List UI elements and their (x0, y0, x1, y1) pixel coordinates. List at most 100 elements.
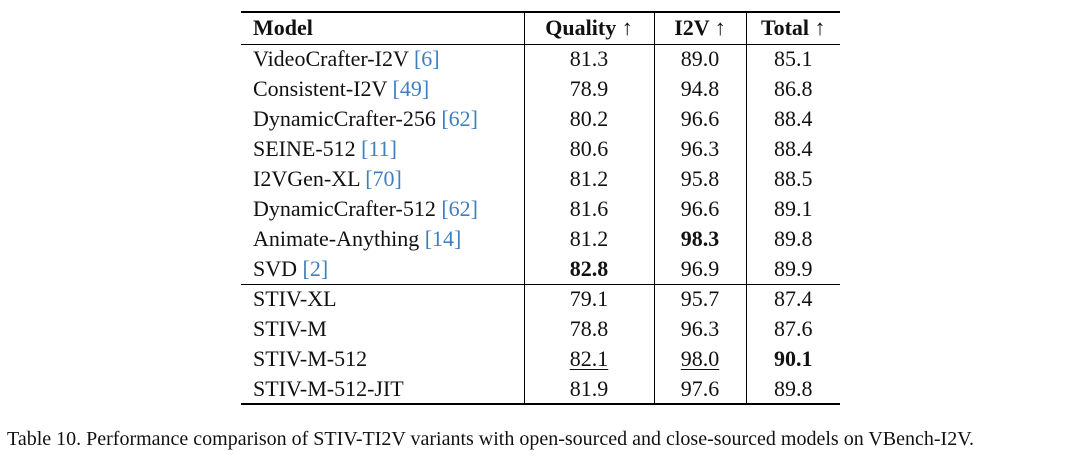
model-cell: VideoCrafter-I2V [6] (241, 44, 524, 74)
model-cell: Consistent-I2V [49] (241, 74, 524, 104)
quality-score: 79.1 (523, 284, 654, 314)
quality-score: 81.6 (523, 194, 654, 224)
quality-value: 81.9 (569, 375, 609, 401)
quality-score: 81.2 (523, 224, 654, 254)
model-name: DynamicCrafter-256 (253, 106, 436, 131)
quality-score: 81.2 (523, 164, 654, 194)
model-name: STIV-M-512-JIT (253, 375, 404, 401)
i2v-value: 97.6 (680, 375, 720, 401)
total-value: 87.4 (774, 286, 813, 312)
model-name: STIV-M-512 (253, 346, 368, 371)
citation-link[interactable]: [2] (302, 255, 329, 281)
i2v-score: 96.3 (653, 314, 746, 344)
table-row: STIV-M-512-JIT 81.9 97.6 89.8 (241, 374, 840, 404)
citation-link[interactable]: [6] (413, 46, 440, 72)
model-name: STIV-M (253, 316, 327, 341)
model-cell: SVD [2] (241, 254, 524, 284)
table-row: DynamicCrafter-256 [62] 80.2 96.6 88.4 (241, 104, 840, 134)
model-cell: Animate-Anything [14] (241, 224, 524, 254)
citation-link[interactable]: [62] (441, 196, 478, 221)
i2v-score: 98.3 (653, 224, 746, 254)
header-i2v: I2V ↑ (653, 12, 746, 44)
quality-value: 80.6 (569, 136, 609, 161)
citation-link[interactable]: [62] (441, 106, 478, 131)
model-name: I2VGen-XL (253, 166, 360, 191)
total-value: 89.9 (774, 255, 813, 281)
total-score: 89.1 (745, 194, 840, 224)
total-value: 85.1 (774, 46, 813, 72)
quality-value: 79.1 (569, 286, 609, 312)
model-name: STIV-XL (253, 286, 337, 312)
citation-link[interactable]: [70] (365, 166, 402, 191)
citation-link[interactable]: [14] (424, 226, 462, 251)
table-row: STIV-XL 79.1 95.7 87.4 (241, 284, 840, 314)
citation-link[interactable]: [49] (392, 76, 430, 101)
table-row: SEINE-512 [11] 80.6 96.3 88.4 (241, 134, 840, 164)
i2v-value: 95.7 (680, 286, 720, 312)
comparison-table: Model Quality ↑ I2V ↑ Total ↑ VideoCraft… (241, 11, 840, 405)
model-name: DynamicCrafter-512 (253, 196, 436, 221)
i2v-value: 94.8 (680, 76, 720, 101)
total-value: 89.1 (774, 196, 813, 221)
total-value: 88.5 (774, 166, 813, 191)
i2v-value: 95.8 (680, 166, 720, 191)
table-caption: Table 10. Performance comparison of STIV… (7, 428, 975, 450)
model-name: SEINE-512 (253, 136, 356, 161)
header-model: Model (253, 15, 313, 41)
table-row: SVD [2] 82.8 96.9 89.9 (241, 254, 840, 284)
quality-value: 82.1 (569, 346, 609, 371)
quality-value: 81.2 (569, 226, 609, 251)
total-score: 90.1 (745, 344, 840, 374)
i2v-score: 96.6 (653, 104, 746, 134)
i2v-score: 94.8 (653, 74, 746, 104)
i2v-value: 96.6 (680, 106, 720, 131)
total-score: 88.4 (745, 134, 840, 164)
table-row: Animate-Anything [14] 81.2 98.3 89.8 (241, 224, 840, 254)
quality-value: 80.2 (569, 106, 609, 131)
model-cell: I2VGen-XL [70] (241, 164, 524, 194)
quality-score: 81.9 (523, 374, 654, 404)
quality-score: 78.8 (523, 314, 654, 344)
i2v-score: 96.3 (653, 134, 746, 164)
total-score: 89.9 (745, 254, 840, 284)
table-row: I2VGen-XL [70] 81.2 95.8 88.5 (241, 164, 840, 194)
quality-score: 80.6 (523, 134, 654, 164)
i2v-score: 89.0 (653, 44, 746, 74)
model-cell: DynamicCrafter-512 [62] (241, 194, 524, 224)
model-cell: STIV-M-512 (241, 344, 524, 374)
total-value: 89.8 (774, 375, 813, 401)
model-name: Consistent-I2V (253, 76, 388, 101)
quality-score: 82.1 (523, 344, 654, 374)
i2v-score: 98.0 (653, 344, 746, 374)
i2v-value: 96.3 (680, 316, 720, 341)
total-value: 86.8 (774, 76, 813, 101)
i2v-value: 98.0 (680, 346, 720, 371)
total-value: 90.1 (774, 346, 813, 371)
citation-link[interactable]: [11] (361, 136, 397, 161)
quality-value: 78.9 (569, 76, 609, 101)
quality-value: 81.3 (569, 46, 609, 72)
header-quality: Quality ↑ (523, 12, 654, 44)
table-row: DynamicCrafter-512 [62] 81.6 96.6 89.1 (241, 194, 840, 224)
quality-score: 81.3 (523, 44, 654, 74)
model-cell: STIV-M (241, 314, 524, 344)
i2v-score: 96.6 (653, 194, 746, 224)
total-score: 87.4 (745, 284, 840, 314)
i2v-value: 96.3 (680, 136, 720, 161)
table-row: VideoCrafter-I2V [6] 81.3 89.0 85.1 (241, 44, 840, 74)
total-score: 89.8 (745, 374, 840, 404)
model-cell: STIV-XL (241, 284, 524, 314)
total-score: 88.4 (745, 104, 840, 134)
baseline-models-group: VideoCrafter-I2V [6] 81.3 89.0 85.1 Consiste… (241, 44, 840, 284)
model-cell: STIV-M-512-JIT (241, 374, 524, 404)
i2v-value: 96.9 (680, 255, 720, 281)
total-value: 87.6 (774, 316, 813, 341)
model-cell: SEINE-512 [11] (241, 134, 524, 164)
quality-score: 78.9 (523, 74, 654, 104)
total-value: 88.4 (774, 136, 813, 161)
i2v-score: 96.9 (653, 254, 746, 284)
header-total: Total ↑ (745, 12, 840, 44)
quality-value: 81.6 (569, 196, 609, 221)
quality-score: 82.8 (523, 254, 654, 284)
total-score: 85.1 (745, 44, 840, 74)
